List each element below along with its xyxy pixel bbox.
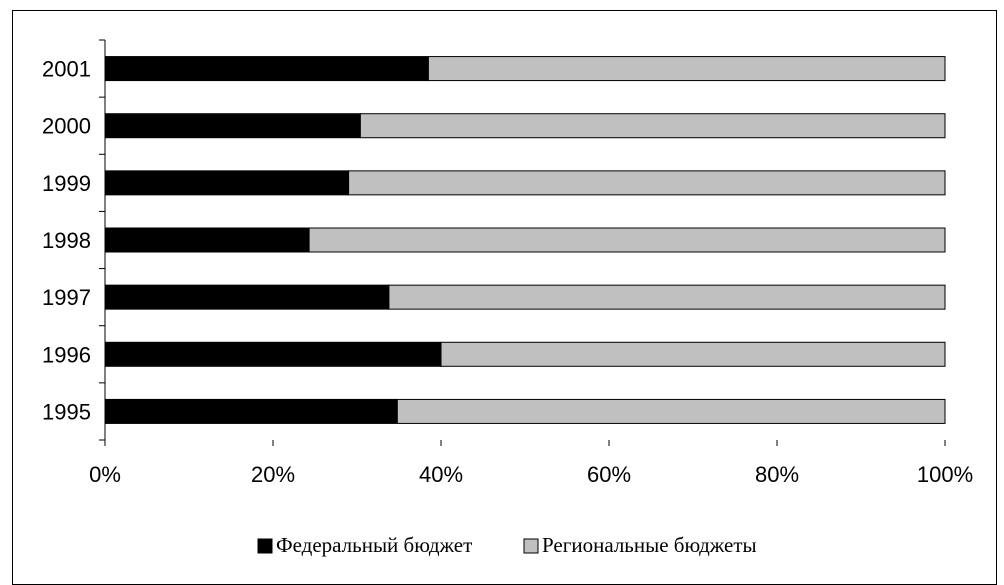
bar-regional-2001 (427, 56, 946, 82)
y-tick-label-1996: 1996 (42, 342, 91, 367)
bar-regional-1998 (308, 227, 946, 253)
y-tick-label-2000: 2000 (42, 114, 91, 139)
bar-regional-1995 (396, 398, 946, 424)
bar-federal-2001 (104, 56, 429, 82)
bar-regional-1997 (388, 284, 946, 310)
x-tick-label: 100% (917, 462, 973, 487)
bar-federal-1995 (104, 398, 398, 424)
y-tick-label-1995: 1995 (42, 399, 91, 424)
x-tick-label: 20% (251, 462, 295, 487)
bar-federal-1996 (104, 341, 442, 367)
bar-regional-2000 (359, 113, 946, 139)
bar-federal-2000 (104, 113, 361, 139)
stacked-bar-chart: 0% 20% 40% 60% 80% 100% 1995 1996 1997 1998 1999 20… (42, 39, 973, 557)
legend-label-regional: Региональные бюджеты (542, 533, 757, 557)
bar-federal-1999 (104, 170, 350, 196)
y-tick-label-2001: 2001 (42, 57, 91, 82)
plot-area: 0% 20% 40% 60% 80% 100% 1995 1996 1997 1998 1999 20… (42, 39, 973, 487)
y-tick-label-1999: 1999 (42, 171, 91, 196)
bar-federal-1998 (104, 227, 310, 253)
bar-regional-1996 (440, 341, 946, 367)
x-tick-label: 0% (89, 462, 121, 487)
x-tick-label: 40% (419, 462, 463, 487)
legend-swatch-federal (257, 538, 273, 554)
legend: Федеральный бюджет Региональные бюджеты (257, 533, 757, 557)
bar-regional-1999 (348, 170, 946, 196)
y-tick-label-1998: 1998 (42, 228, 91, 253)
y-tick-label-1997: 1997 (42, 285, 91, 310)
x-tick-label: 80% (755, 462, 799, 487)
legend-label-federal: Федеральный бюджет (276, 533, 472, 557)
legend-swatch-regional (523, 538, 539, 554)
bar-federal-1997 (104, 284, 390, 310)
x-tick-label: 60% (587, 462, 631, 487)
